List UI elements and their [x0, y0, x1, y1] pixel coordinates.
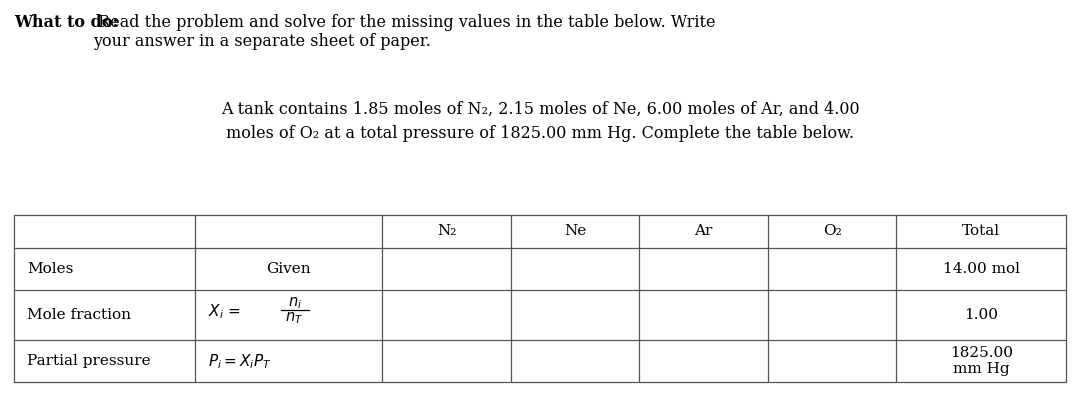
Text: 14.00 mol: 14.00 mol — [943, 262, 1020, 276]
Text: $X_i\, =$: $X_i\, =$ — [208, 302, 241, 321]
Text: Mole fraction: Mole fraction — [27, 308, 131, 322]
Text: Ne: Ne — [564, 225, 586, 238]
Text: Total: Total — [962, 225, 1000, 238]
Text: 1825.00
mm Hg: 1825.00 mm Hg — [949, 346, 1013, 376]
Text: Read the problem and solve for the missing values in the table below. Write
your: Read the problem and solve for the missi… — [93, 14, 715, 50]
Text: Moles: Moles — [27, 262, 73, 276]
Text: N₂: N₂ — [436, 225, 456, 238]
Text: 1.00: 1.00 — [964, 308, 998, 322]
Text: $P_i = X_i P_T$: $P_i = X_i P_T$ — [208, 352, 272, 371]
Text: $n_i$: $n_i$ — [287, 296, 301, 311]
Text: $n_T$: $n_T$ — [285, 310, 303, 326]
Text: Given: Given — [267, 262, 311, 276]
Text: O₂: O₂ — [823, 225, 841, 238]
Text: A tank contains 1.85 moles of N₂, 2.15 moles of Ne, 6.00 moles of Ar, and 4.00
m: A tank contains 1.85 moles of N₂, 2.15 m… — [220, 100, 860, 142]
Text: Partial pressure: Partial pressure — [27, 354, 150, 368]
Text: Ar: Ar — [694, 225, 713, 238]
Text: What to do:: What to do: — [14, 14, 119, 31]
